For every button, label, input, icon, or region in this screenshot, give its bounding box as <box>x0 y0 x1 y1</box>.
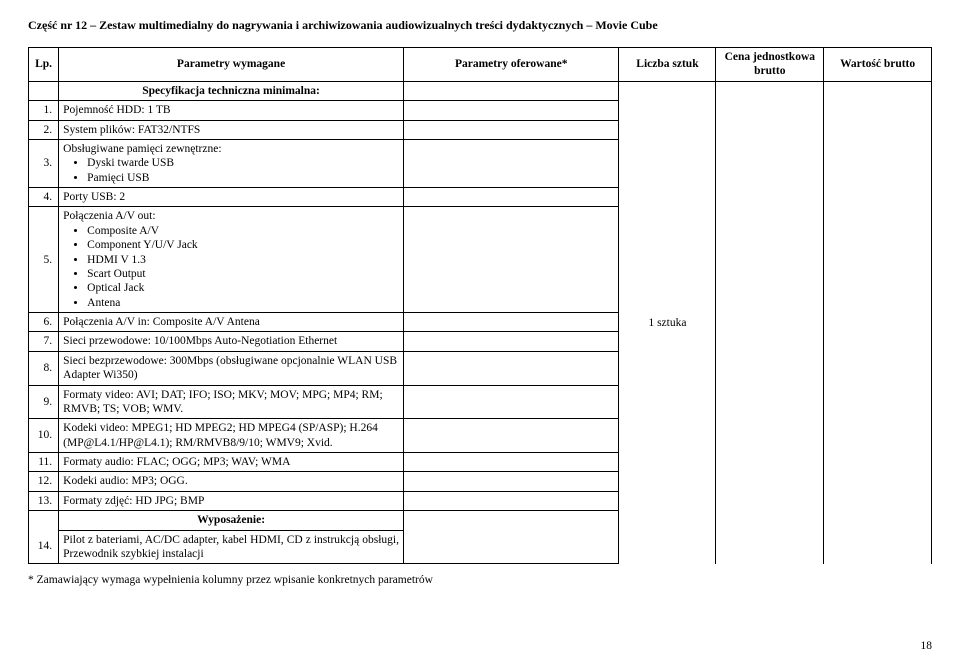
row-lp: 13. <box>29 491 59 510</box>
row-lp: 10. <box>29 419 59 453</box>
row-text: Sieci bezprzewodowe: 300Mbps (obsługiwan… <box>59 351 404 385</box>
row-lp: 14. <box>29 530 59 564</box>
row-lp: 3. <box>29 139 59 187</box>
row-lp: 2. <box>29 120 59 139</box>
row-text: Kodeki audio: MP3; OGG. <box>59 472 404 491</box>
row-text: Formaty audio: FLAC; OGG; MP3; WAV; WMA <box>59 453 404 472</box>
bullet-item: HDMI V 1.3 <box>87 253 399 267</box>
row-text: Porty USB: 2 <box>59 188 404 207</box>
equipment-heading: Wyposażenie: <box>59 511 404 530</box>
row-lp: 12. <box>29 472 59 491</box>
row-lp: 5. <box>29 207 59 313</box>
bullet-item: Dyski twarde USB <box>87 156 399 170</box>
qty-cell: 1 sztuka <box>619 81 716 564</box>
row-text: System plików: FAT32/NTFS <box>59 120 404 139</box>
col-total: Wartość brutto <box>824 48 932 82</box>
bullet-item: Scart Output <box>87 267 399 281</box>
bullet-item: Component Y/U/V Jack <box>87 238 399 252</box>
unit-price-cell <box>716 81 824 564</box>
row-lp: 7. <box>29 332 59 351</box>
row-lp: 4. <box>29 188 59 207</box>
row-text: Obsługiwane pamięci zewnętrzne: Dyski tw… <box>59 139 404 187</box>
row-text: Pojemność HDD: 1 TB <box>59 101 404 120</box>
row-text: Formaty video: AVI; DAT; IFO; ISO; MKV; … <box>59 385 404 419</box>
row-lp: 6. <box>29 313 59 332</box>
row-lead: Obsługiwane pamięci zewnętrzne: <box>63 143 221 155</box>
bullet-item: Optical Jack <box>87 281 399 295</box>
row-lp: 1. <box>29 101 59 120</box>
row-lp: 8. <box>29 351 59 385</box>
col-qty: Liczba sztuk <box>619 48 716 82</box>
row-lead: Połączenia A/V out: <box>63 210 155 222</box>
spec-table: Lp. Parametry wymagane Parametry oferowa… <box>28 47 932 564</box>
table-row: Specyfikacja techniczna minimalna: 1 szt… <box>29 81 932 100</box>
footnote: * Zamawiający wymaga wypełnienia kolumny… <box>28 574 932 586</box>
row-lp: 11. <box>29 453 59 472</box>
row-text: Sieci przewodowe: 10/100Mbps Auto-Negoti… <box>59 332 404 351</box>
col-offer: Parametry oferowane* <box>403 48 619 82</box>
row-text: Formaty zdjęć: HD JPG; BMP <box>59 491 404 510</box>
page-number: 18 <box>921 640 933 652</box>
spec-heading: Specyfikacja techniczna minimalna: <box>59 81 404 100</box>
table-header-row: Lp. Parametry wymagane Parametry oferowa… <box>29 48 932 82</box>
row-text: Pilot z bateriami, AC/DC adapter, kabel … <box>59 530 404 564</box>
bullet-item: Antena <box>87 296 399 310</box>
row-text: Połączenia A/V out: Composite A/V Compon… <box>59 207 404 313</box>
col-unit: Cena jednostkowa brutto <box>716 48 824 82</box>
document-title: Część nr 12 – Zestaw multimedialny do na… <box>28 18 932 33</box>
row-lp: 9. <box>29 385 59 419</box>
col-lp: Lp. <box>29 48 59 82</box>
row-text: Połączenia A/V in: Composite A/V Antena <box>59 313 404 332</box>
row-text: Kodeki video: MPEG1; HD MPEG2; HD MPEG4 … <box>59 419 404 453</box>
col-param: Parametry wymagane <box>59 48 404 82</box>
total-price-cell <box>824 81 932 564</box>
bullet-item: Composite A/V <box>87 224 399 238</box>
bullet-item: Pamięci USB <box>87 171 399 185</box>
